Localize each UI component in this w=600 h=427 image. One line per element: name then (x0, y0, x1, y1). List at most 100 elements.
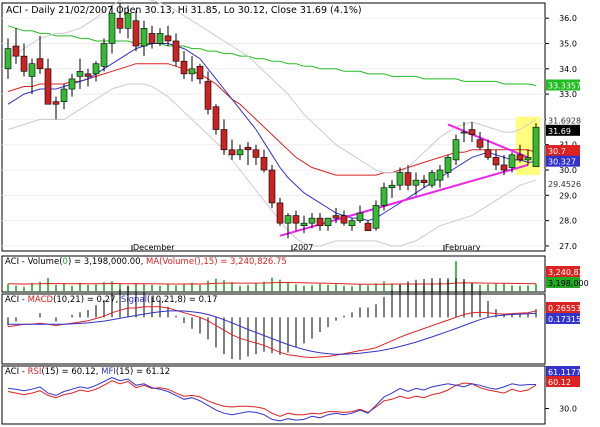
candle-body (380, 187, 388, 206)
candle (100, 38, 108, 72)
volume-title: ACI - Volume(0) = 3,198,000.00, MA(Volum… (5, 257, 287, 267)
candle (412, 172, 420, 196)
candle (212, 104, 220, 135)
price-tick-label: 34.0 (559, 65, 577, 74)
candle (260, 149, 268, 173)
overlay-line (7, 0, 537, 174)
candle (140, 20, 148, 57)
indicator-value-box (546, 376, 580, 387)
candle-body (500, 164, 508, 171)
rsi-mfi-lines (7, 377, 537, 422)
price-value-label: 33.3357 (548, 81, 581, 90)
candle-body (420, 179, 428, 183)
candle (404, 164, 412, 191)
candle-body (300, 222, 308, 226)
price-value-box (546, 155, 580, 167)
candle-body (12, 45, 20, 57)
volume-panel: 3,240,827 3,198,000 ACI - Volume(0) = 3,1… (1, 255, 589, 293)
candle (300, 215, 308, 234)
candle-body (100, 43, 108, 67)
candle-body (284, 215, 292, 224)
candle (492, 149, 500, 171)
indicator-value-box (546, 313, 580, 324)
candle (452, 134, 460, 165)
candle-body (236, 149, 244, 156)
candle (92, 61, 100, 82)
candle (204, 71, 212, 115)
candle-body (132, 20, 140, 47)
candle (396, 167, 404, 191)
candle-body (292, 215, 300, 224)
title-segment: MFI (101, 367, 116, 377)
title-segment: (15) = 61.12 (116, 367, 170, 377)
indicator-value-box (546, 302, 580, 313)
candle-body (228, 149, 236, 156)
title-segment: ACI - (5, 295, 28, 305)
candle-body (52, 101, 60, 105)
candle (52, 96, 60, 120)
candle (380, 182, 388, 211)
candle-body (172, 40, 180, 62)
rsi-series-line (7, 377, 537, 422)
title-segment: MACD (28, 295, 54, 305)
candle-body (156, 33, 164, 44)
price-tick-label: 29.0 (559, 191, 577, 200)
candle-body (28, 63, 36, 77)
candle-body (332, 215, 340, 219)
rsi-tick-label: 30.0 (559, 405, 577, 414)
candle-body (20, 55, 28, 72)
candle-body (316, 217, 324, 226)
candle-body (180, 60, 188, 75)
price-x-axis: December 2007 February (131, 243, 481, 252)
price-value-box (546, 79, 580, 91)
indicator-value-label: 0.265532 (548, 304, 586, 313)
candle-body (260, 157, 268, 171)
date-tick-label: February (445, 243, 481, 252)
price-candles (4, 3, 540, 239)
rsi-title: ACI - RSI(15) = 60.12, MFI(15) = 61.12 (5, 367, 170, 377)
indicator-value-box (546, 277, 580, 288)
candle-body (412, 179, 420, 186)
candle (196, 63, 204, 84)
candle (356, 205, 364, 224)
candle-body (116, 17, 124, 29)
candle (252, 144, 260, 165)
candle (524, 149, 532, 165)
title-segment: (15) = 60.12, (41, 367, 101, 377)
price-value-label: 30.7 (548, 147, 566, 156)
title-segment: Signal (121, 295, 147, 305)
candle-body (124, 12, 132, 29)
candle (444, 154, 452, 178)
candle-body (364, 222, 372, 232)
candle (236, 144, 244, 160)
candle (476, 132, 484, 150)
candle (316, 213, 324, 231)
candle (332, 207, 340, 224)
candle (436, 164, 444, 188)
overlay-line (7, 83, 537, 247)
title-segment: MA(Volume(),15) = 3,240,826.75 (146, 257, 287, 267)
indicator-value-label: 61.1177 (548, 368, 581, 377)
candle-body (340, 215, 348, 224)
overlay-line (7, 25, 537, 86)
price-tick-label: 33.0 (559, 90, 577, 99)
candle-body (36, 58, 44, 70)
candle (68, 73, 76, 97)
rsi-series-line (7, 380, 537, 417)
candle (108, 5, 116, 54)
candle (188, 56, 196, 82)
price-value-box (546, 177, 580, 189)
price-value-box (546, 124, 580, 136)
price-value-label: 29.4526 (548, 180, 581, 189)
indicator-value-box (546, 366, 580, 377)
candle (132, 10, 140, 52)
title-segment: ACI - Volume (5, 257, 59, 267)
candle (20, 43, 28, 77)
candle-body (164, 35, 172, 42)
candle-body (244, 146, 252, 151)
candle (372, 200, 380, 231)
candle-body (460, 131, 468, 134)
title-segment: ACI - (5, 367, 28, 377)
indicator-value-label: 3,198,000 (548, 279, 589, 288)
